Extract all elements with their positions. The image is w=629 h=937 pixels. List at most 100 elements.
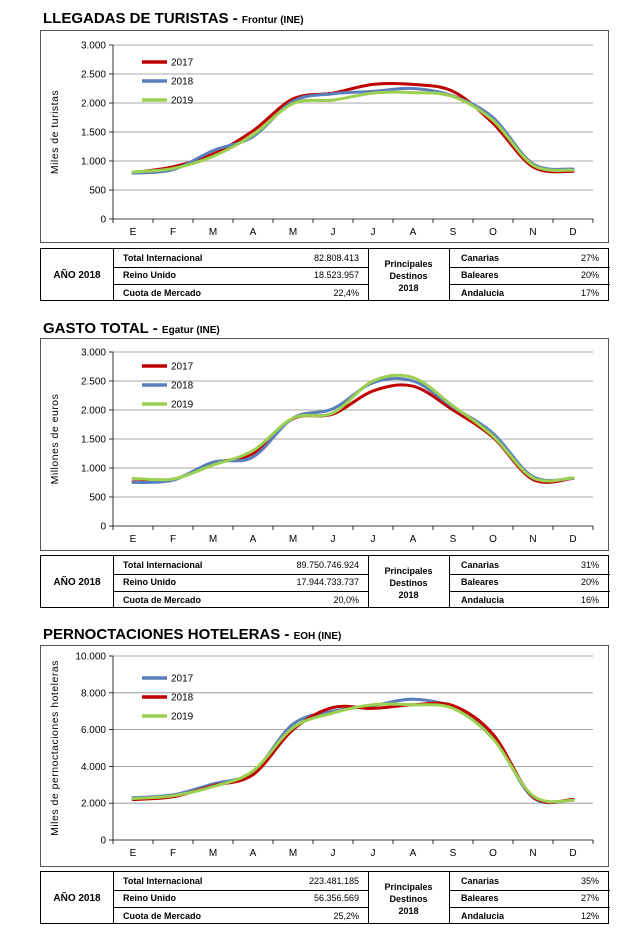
summary-row-label: Reino Unido	[123, 893, 176, 904]
section-title-text: PERNOCTACIONES HOTELERAS	[43, 626, 281, 643]
chart-frame	[40, 30, 609, 243]
table-divider	[449, 907, 610, 909]
y-tick-label: 2.000	[81, 99, 106, 110]
destinos-label: Principales Destinos 2018	[368, 249, 449, 302]
year-label: AÑO 2018	[53, 270, 101, 281]
x-tick-label: M	[289, 848, 297, 859]
y-tick-label: 8.000	[81, 688, 106, 699]
table-divider	[449, 591, 610, 593]
destino-pct: 20%	[580, 577, 599, 588]
x-tick-label: M	[209, 534, 217, 545]
x-tick-label: O	[489, 227, 497, 238]
summary-row-label: Total Internacional	[123, 875, 203, 886]
year-label: AÑO 2018	[53, 893, 101, 904]
summary-row-label: Total Internacional	[123, 252, 203, 263]
y-tick-label: 3.000	[81, 41, 106, 52]
x-tick-label: D	[569, 534, 576, 545]
y-tick-label: 500	[89, 186, 106, 197]
table-divider	[449, 889, 610, 891]
x-tick-label: S	[450, 534, 457, 545]
y-tick-label: 500	[89, 493, 106, 504]
destino-name: Baleares	[461, 893, 499, 904]
series-line-2019	[131, 90, 575, 174]
destino-pct: 35%	[580, 875, 599, 886]
destino-name: Canarias	[461, 875, 500, 886]
summary-table-llegadas: AÑO 2018 Total Internacional 82.808.413 Rei…	[40, 248, 610, 302]
summary-row-value: 89.750.746.924	[296, 559, 359, 570]
x-tick-label: A	[250, 848, 257, 859]
table-divider	[113, 284, 368, 286]
destinos-label-line: Principales	[384, 881, 433, 892]
x-tick-label: N	[529, 534, 536, 545]
x-tick-label: A	[410, 227, 417, 238]
destino-name: Canarias	[461, 252, 500, 263]
summary-row-label: Cuota de Mercado	[123, 595, 202, 606]
section-source: Frontur (INE)	[241, 15, 304, 26]
summary-row-label: Cuota de Mercado	[123, 288, 202, 299]
y-tick-label: 1.500	[81, 435, 106, 446]
table-divider	[113, 591, 368, 593]
chart-frame	[40, 645, 609, 867]
y-axis-label: Millones de euros	[49, 394, 61, 485]
chart-pernoctaciones: 0 2.000 4.000 6.000 8.000 10.000 E F M A M J J A S O N D M…	[40, 645, 609, 867]
legend-label: 2017	[171, 674, 194, 685]
x-tick-label: N	[529, 227, 536, 238]
table-divider	[449, 872, 450, 923]
destino-name: Canarias	[461, 559, 500, 570]
table-divider	[113, 889, 368, 891]
summary-table-gasto: AÑO 2018 Total Internacional 89.750.746.92…	[40, 555, 610, 609]
destino-pct: 27%	[580, 252, 599, 263]
chart-llegadas-turistas: 0 500 1.000 1.500 2.000 2.500 3.000 E F M A M J J A S O N…	[40, 30, 609, 243]
x-tick-label: A	[410, 534, 417, 545]
destinos-label-line: 2018	[398, 589, 419, 600]
x-tick-label: F	[170, 848, 176, 859]
table-divider	[368, 556, 369, 607]
series-line-2019	[131, 373, 575, 483]
x-tick-label: O	[489, 534, 497, 545]
table-divider	[449, 556, 450, 607]
y-tick-label: 6.000	[81, 725, 106, 736]
table-divider	[368, 872, 369, 923]
destino-pct: 31%	[580, 559, 599, 570]
y-tick-label: 0	[100, 522, 106, 533]
destino-pct: 16%	[580, 595, 599, 606]
summary-row-value: 22,4%	[333, 288, 359, 299]
section-title-gasto: GASTO TOTAL - Egatur (INE)	[43, 320, 220, 337]
y-tick-label: 1.000	[81, 157, 106, 168]
section-source: EOH (INE)	[293, 631, 342, 642]
destino-pct: 17%	[580, 288, 599, 299]
y-tick-label: 2.000	[81, 406, 106, 417]
table-divider	[449, 266, 610, 268]
section-source: Egatur (INE)	[161, 325, 220, 336]
destinos-label-line: Destinos	[389, 893, 428, 904]
destinos-label: Principales Destinos 2018	[368, 556, 449, 609]
section-title-llegadas: LLEGADAS DE TURISTAS - Frontur (INE)	[43, 10, 304, 27]
x-tick-label: M	[289, 534, 297, 545]
table-divider	[449, 284, 610, 286]
destinos-label-line: 2018	[398, 905, 419, 916]
x-tick-label: D	[569, 227, 576, 238]
destinos-label-line: Destinos	[389, 577, 428, 588]
x-tick-label: E	[130, 227, 137, 238]
destino-name: Baleares	[461, 270, 499, 281]
x-tick-label: M	[289, 227, 297, 238]
y-tick-label: 0	[100, 836, 106, 847]
x-tick-label: E	[130, 848, 137, 859]
y-tick-label: 2.500	[81, 70, 106, 81]
x-tick-label: E	[130, 534, 137, 545]
destino-name: Andalucia	[461, 288, 505, 299]
x-tick-label: J	[371, 534, 376, 545]
x-tick-label: J	[331, 227, 336, 238]
table-divider	[113, 573, 368, 575]
series-line-2018	[131, 86, 575, 175]
x-tick-label: M	[209, 227, 217, 238]
x-tick-label: S	[450, 227, 457, 238]
summary-row-label: Reino Unido	[123, 577, 176, 588]
x-tick-label: F	[170, 227, 176, 238]
summary-row-value: 18.523.957	[313, 270, 359, 281]
table-divider	[449, 249, 450, 300]
chart-gasto-total: 0 500 1.000 1.500 2.000 2.500 3.000 E F M A M J J A S O N…	[40, 338, 609, 551]
destino-pct: 12%	[580, 911, 599, 922]
x-tick-label: A	[250, 534, 257, 545]
x-tick-label: F	[170, 534, 176, 545]
